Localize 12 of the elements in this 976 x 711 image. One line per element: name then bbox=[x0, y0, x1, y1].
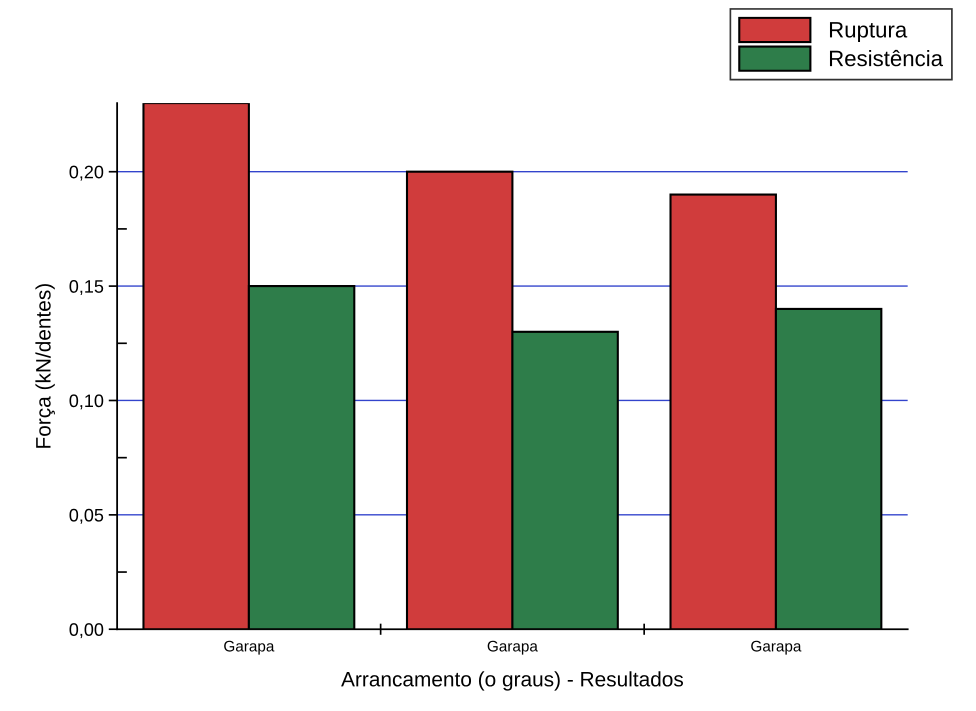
y-tick-label: 0,00 bbox=[69, 623, 104, 638]
y-tick-label: 0,05 bbox=[69, 508, 104, 524]
y-tick-label: 0,15 bbox=[69, 280, 104, 295]
legend-label: Ruptura bbox=[830, 22, 908, 42]
x-tick-label: Garapa bbox=[488, 640, 538, 655]
legend-label: Resistência bbox=[830, 50, 944, 66]
x-tick-label: Garapa bbox=[751, 640, 802, 655]
x-axis-title: Arrancamento (o graus) - Resultados bbox=[341, 671, 684, 691]
x-tick-label: Garapa bbox=[224, 640, 274, 655]
y-tick-label: 0,10 bbox=[69, 394, 104, 410]
y-axis-title: Força (kN/dentes) bbox=[35, 284, 55, 448]
y-tick-label: 0,20 bbox=[69, 166, 104, 181]
